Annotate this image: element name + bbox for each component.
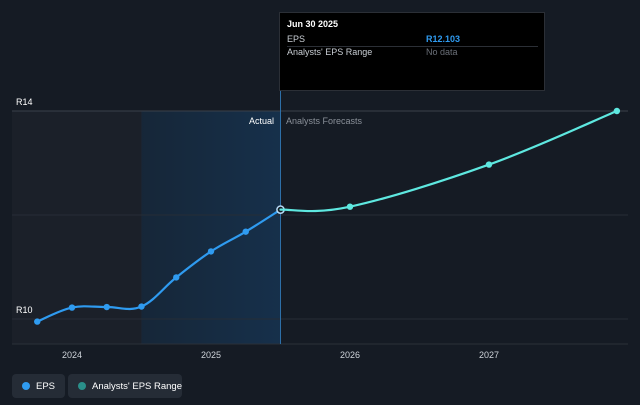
x-tick-label: 2027 [479, 350, 499, 360]
data-point [103, 303, 110, 311]
data-point [613, 107, 621, 115]
past-shade [12, 111, 142, 344]
legend-eps-label: EPS [36, 380, 56, 392]
legend-range-label: Analysts' EPS Range [92, 380, 182, 392]
y-tick-label: R14 [16, 97, 33, 107]
x-tick-label: 2024 [62, 350, 82, 360]
tooltip-eps-value: R12.103 [426, 34, 461, 44]
highlight-region [141, 111, 281, 344]
tooltip-eps-label: EPS [287, 34, 306, 44]
range-legend-dot [78, 382, 86, 390]
data-point [207, 248, 215, 255]
tooltip-range-value: No data [426, 47, 458, 57]
tooltip-date: Jun 30 2025 [287, 19, 339, 29]
data-point [485, 161, 493, 168]
series-line-1 [279, 109, 618, 213]
actual-label: Actual [249, 116, 274, 126]
tooltip-row-range: Analysts' EPS Range No data [287, 46, 538, 59]
data-point [138, 303, 145, 310]
x-tick-label: 2025 [201, 350, 221, 360]
y-tick-label: R10 [16, 305, 33, 315]
tooltip-range-label: Analysts' EPS Range [287, 47, 373, 57]
data-point [173, 274, 180, 281]
tooltip-row-eps: EPS R12.103 [287, 33, 538, 47]
data-point [68, 304, 76, 311]
eps-legend-dot [22, 382, 30, 390]
data-point [242, 228, 249, 235]
x-tick-label: 2026 [340, 350, 360, 360]
tooltip: Jun 30 2025 EPS R12.103 Analysts' EPS Ra… [279, 12, 545, 91]
legend-eps-button[interactable]: EPS [12, 374, 65, 398]
forecast-label: Analysts Forecasts [286, 116, 363, 126]
data-point [34, 318, 41, 325]
data-point [346, 203, 354, 210]
legend-range-button[interactable]: Analysts' EPS Range [68, 374, 182, 398]
